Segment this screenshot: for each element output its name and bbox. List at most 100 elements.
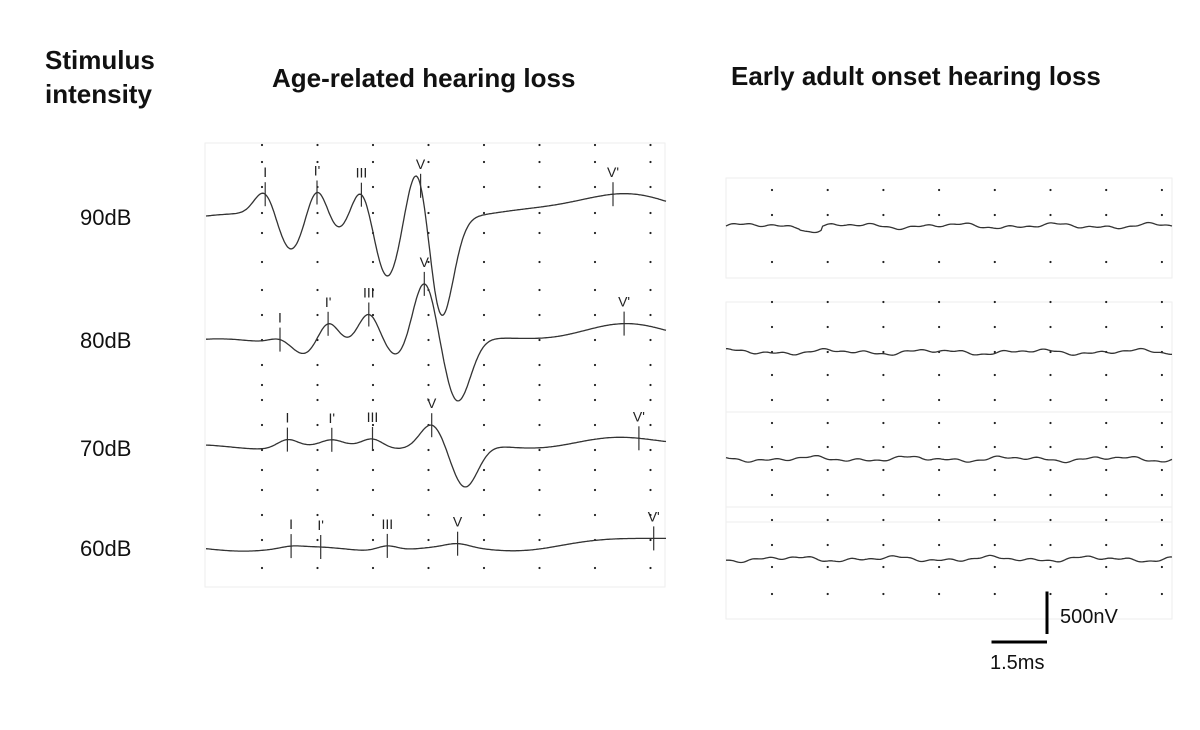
grid-dot (260, 185, 264, 189)
grid-dot (649, 488, 652, 492)
flat-trace-70dB (725, 454, 1173, 464)
grid-dot (538, 260, 541, 264)
grid-dot (538, 513, 541, 517)
grid-dot (316, 288, 319, 292)
grid-dot (1049, 493, 1052, 497)
grid-dot (1160, 188, 1163, 192)
grid-dot (882, 543, 885, 547)
grid-dot (1049, 468, 1052, 472)
grid-dot (649, 313, 652, 317)
grid-dot (1049, 592, 1052, 596)
waveform-90dB (205, 175, 667, 316)
grid-dot (371, 143, 375, 147)
grid-dot (1049, 300, 1052, 304)
grid-dot (482, 185, 486, 189)
grid-dot (993, 592, 996, 596)
grid-dot (371, 288, 375, 292)
peak-label: III (356, 165, 368, 181)
grid-dot (649, 363, 652, 367)
grid-dot (1105, 373, 1108, 377)
grid-dot (260, 260, 264, 264)
grid-dot (593, 231, 597, 235)
grid-dot (993, 543, 996, 547)
grid-dot (260, 566, 264, 570)
row-label-90db: 90dB (80, 205, 132, 230)
grid-dot (1105, 445, 1108, 449)
peak-label: III (367, 409, 379, 425)
grid-dot (938, 468, 941, 472)
grid-dot (770, 188, 774, 192)
grid-dot (882, 188, 885, 192)
grid-dot (593, 211, 597, 215)
grid-dot (538, 211, 541, 215)
grid-dot (938, 188, 941, 192)
grid-dot (316, 423, 319, 427)
grid-dot (593, 423, 597, 427)
grid-dot (593, 160, 597, 164)
grid-dot (427, 448, 430, 452)
grid-dot (770, 325, 774, 329)
row-label-70db: 70dB (80, 436, 132, 461)
grid-dot (427, 260, 430, 264)
grid-dot (882, 260, 885, 264)
grid-dot (770, 213, 774, 217)
grid-dot (770, 493, 774, 497)
grid-dot (649, 448, 652, 452)
peak-label: V' (633, 408, 645, 424)
grid-dot (260, 423, 264, 427)
grid-dot (826, 398, 829, 402)
peak-label: I' (317, 517, 324, 533)
grid-dot (482, 468, 486, 472)
grid-dot (427, 313, 430, 317)
waveform-60dB (205, 537, 666, 552)
peak-label: V' (607, 164, 619, 180)
grid-dot (427, 143, 430, 147)
grid-dot (649, 338, 652, 342)
grid-dot (993, 213, 996, 217)
grid-dot (938, 421, 941, 425)
grid-dot (482, 363, 486, 367)
grid-dot (649, 143, 652, 147)
grid-dot (371, 185, 375, 189)
grid-dot (1160, 373, 1163, 377)
grid-dot (826, 325, 829, 329)
grid-dot (938, 543, 941, 547)
grid-dot (1105, 325, 1108, 329)
grid-dot (482, 338, 486, 342)
grid-dot (593, 143, 597, 147)
flat-trace-80dB (726, 347, 1173, 356)
grid-dot (882, 325, 885, 329)
grid-dot (993, 518, 996, 522)
grid-dot (371, 338, 375, 342)
grid-dot (649, 288, 652, 292)
grid-dot (593, 566, 597, 570)
grid-dot (826, 350, 829, 354)
grid-dot (538, 231, 541, 235)
grid-dot (1105, 543, 1108, 547)
right-panel-title: Early adult onset hearing loss (731, 61, 1101, 91)
grid-dot (770, 260, 774, 264)
grid-dot (938, 565, 941, 569)
grid-dot (316, 363, 319, 367)
grid-dot (316, 383, 319, 387)
waveform-70dB (206, 424, 667, 488)
grid-dot (1049, 373, 1052, 377)
waveform-80dB (206, 283, 667, 402)
grid-dot (1160, 325, 1163, 329)
grid-dot (826, 518, 829, 522)
grid-dot (538, 363, 541, 367)
grid-dot (882, 213, 885, 217)
peak-label: V (420, 254, 430, 270)
grid-dot (316, 313, 319, 317)
grid-dot (826, 543, 829, 547)
grid-dot (538, 488, 541, 492)
right-panel-frame (725, 301, 1173, 413)
grid-dot (938, 300, 941, 304)
grid-dot (538, 468, 541, 472)
grid-dot (538, 538, 541, 542)
grid-dot (770, 543, 774, 547)
grid-dot (482, 160, 486, 164)
grid-dot (649, 383, 652, 387)
peak-label: III (363, 285, 375, 301)
grid-dot (482, 211, 486, 215)
